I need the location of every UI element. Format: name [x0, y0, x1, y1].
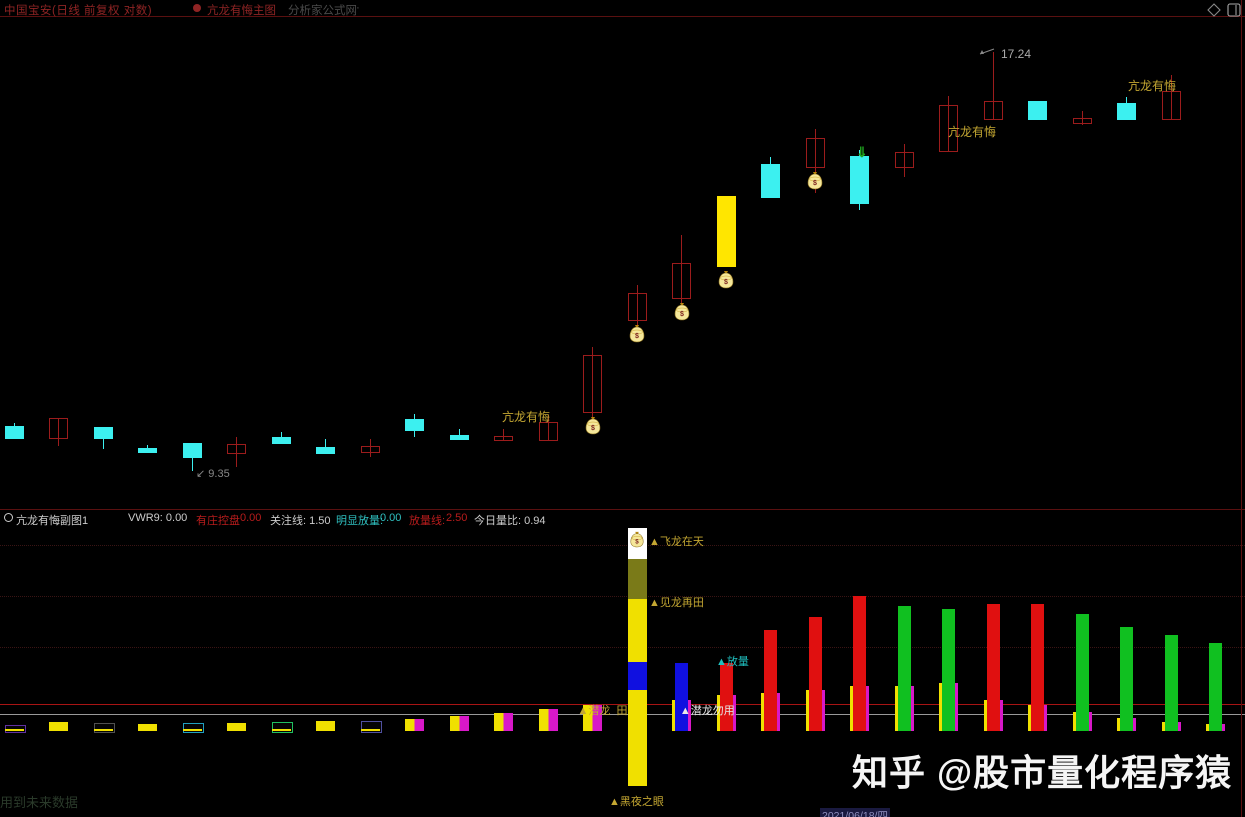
svg-text:$: $ [635, 333, 639, 340]
svg-text:$: $ [591, 425, 595, 432]
svg-text:$: $ [680, 311, 684, 318]
svg-text:$: $ [724, 279, 728, 286]
svg-text:$: $ [813, 180, 817, 187]
svg-text:$: $ [635, 538, 639, 545]
